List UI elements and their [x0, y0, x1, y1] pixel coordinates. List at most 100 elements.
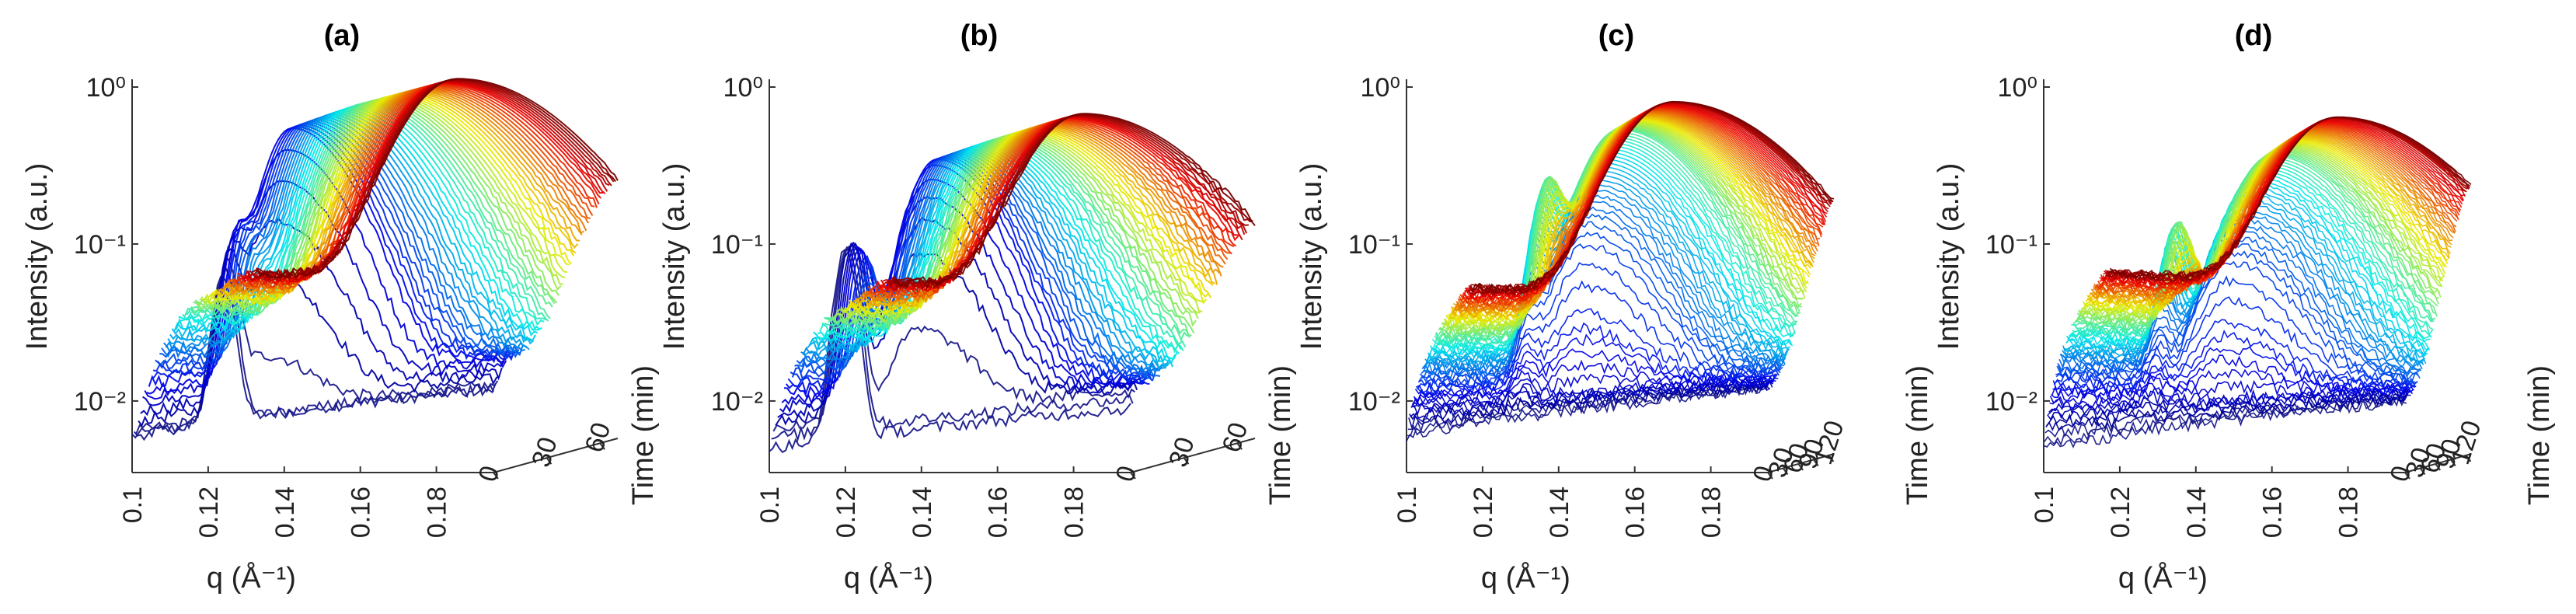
panel-title: (c) — [1598, 19, 1634, 52]
x-tick-label: 0.16 — [2258, 487, 2288, 538]
x-tick-label: 0.14 — [2182, 487, 2212, 538]
time-tick — [2435, 463, 2442, 471]
y-tick-label: 10⁰ — [723, 73, 763, 103]
time-tick-label: 30 — [1163, 434, 1201, 471]
time-tick — [2465, 455, 2472, 462]
time-tick-label: 120 — [2445, 417, 2487, 469]
y-axis-label: Intensity (a.u.) — [1933, 163, 1965, 351]
x-axis-label: q (Å⁻¹) — [207, 560, 296, 595]
time-axis-line — [1130, 438, 1256, 473]
spectrum-curve — [1426, 174, 1789, 365]
time-tick-label: 30 — [526, 434, 563, 471]
time-tick — [1183, 457, 1190, 465]
spectrum-curve — [2048, 388, 2410, 415]
time-tick — [493, 472, 499, 480]
time-tick — [546, 457, 552, 465]
x-tick-label: 0.16 — [984, 487, 1013, 538]
y-axis-label: Intensity (a.u.) — [21, 163, 54, 351]
x-axis-label: q (Å⁻¹) — [2118, 560, 2208, 595]
time-tick-label: 120 — [1808, 417, 1850, 469]
x-tick-label: 0.16 — [1621, 487, 1651, 538]
y-tick-label: 10⁰ — [1361, 73, 1400, 103]
x-axis-label: q (Å⁻¹) — [844, 560, 933, 595]
spectrum-curve — [256, 78, 619, 279]
time-axis-line — [493, 438, 619, 473]
time-tick-label: 60 — [580, 419, 617, 456]
x-tick-label: 0.18 — [1060, 487, 1089, 538]
x-tick-label: 0.18 — [1697, 487, 1727, 538]
y-tick-label: 10⁻² — [711, 387, 763, 417]
time-tick — [2419, 467, 2426, 476]
spectrum-curve — [224, 88, 587, 295]
panel-title: (a) — [324, 19, 360, 52]
time-tick — [2450, 459, 2456, 466]
time-tick-label: 0 — [1110, 462, 1142, 486]
x-tick-label: 0.1 — [118, 487, 148, 523]
time-tick-label: 0 — [472, 462, 505, 486]
y-axis-label: Intensity (a.u.) — [1295, 163, 1328, 351]
time-tick — [1130, 472, 1136, 480]
y-tick-label: 10⁰ — [1998, 73, 2037, 103]
spectrum-curve — [1416, 308, 1779, 393]
spectrum-curve — [771, 246, 1134, 443]
y-tick-label: 10⁻¹ — [711, 230, 763, 260]
spectrum-curve — [791, 155, 1155, 382]
x-tick-label: 0.12 — [1469, 487, 1498, 538]
time-tick — [1236, 442, 1243, 450]
y-tick-label: 10⁻² — [74, 387, 126, 417]
spectrum-curve — [2109, 116, 2472, 282]
spectrum-curve — [155, 121, 518, 370]
spectrum-curve — [228, 86, 591, 291]
x-tick-label: 0.12 — [2106, 487, 2135, 538]
spectrum-curve — [135, 257, 499, 434]
spectrum-curve — [1408, 380, 1771, 431]
time-tick — [1797, 463, 1804, 471]
time-tick — [599, 442, 605, 450]
time-axis-label: Time (min) — [1264, 365, 1297, 505]
spectrum-curve — [220, 89, 583, 297]
y-tick-label: 10⁻¹ — [1348, 230, 1400, 260]
spectrum-curve — [230, 85, 594, 289]
spectrum-curve — [2044, 391, 2407, 438]
x-tick-label: 0.14 — [1545, 487, 1574, 538]
x-axis-label: q (Å⁻¹) — [1481, 560, 1570, 595]
time-axis-line — [1767, 453, 1835, 473]
x-tick-label: 0.1 — [755, 487, 785, 523]
panel-a: (a) 0.1 0.12 0.14 0.16 0.18 10⁻² 10⁻¹ 10⁰ 0 30 60 q … — [21, 19, 619, 595]
y-tick-label: 10⁻² — [1985, 387, 2037, 417]
x-tick-label: 0.18 — [423, 487, 452, 538]
spectrum-curve — [1422, 201, 1785, 376]
spectrum-curve — [2049, 379, 2412, 406]
time-axis-line — [2404, 453, 2472, 473]
x-tick-label: 0.16 — [347, 487, 376, 538]
time-tick — [1813, 459, 1819, 466]
x-tick-label: 0.14 — [908, 487, 937, 538]
time-tick — [1782, 467, 1789, 476]
spectrum-curve — [2051, 368, 2414, 403]
y-tick-label: 10⁻¹ — [1985, 230, 2037, 260]
panel-d: (d)0.1 0.12 0.14 0.16 0.1810⁻²10⁻¹10⁰0306090… — [1901, 19, 2487, 595]
spectrum-curve — [1417, 262, 1780, 387]
x-tick-label: 0.12 — [194, 487, 224, 538]
time-axis-label: Time (min) — [627, 365, 660, 505]
spectrum-curve — [2049, 385, 2411, 410]
time-tick-label: 60 — [1217, 419, 1254, 456]
spectrum-curve — [146, 127, 509, 395]
spectrum-curve — [138, 248, 500, 427]
panel-b: (b) 0.1 0.12 0.14 0.16 0.18 10⁻² 10⁻¹ 10⁰ 0 30 60 q … — [627, 19, 1256, 595]
panel-c: (c)0.1 0.12 0.14 0.16 0.1810⁻²10⁻¹10⁰0306090… — [1264, 19, 1850, 595]
spectrum-curve — [2047, 389, 2410, 422]
y-tick-label: 10⁻¹ — [74, 230, 126, 260]
x-tick-label: 0.1 — [2030, 487, 2059, 523]
y-axis-label: Intensity (a.u.) — [658, 163, 691, 351]
spectrum-curve — [1423, 194, 1786, 372]
y-tick-label: 10⁻² — [1348, 387, 1400, 417]
x-tick-label: 0.14 — [270, 487, 300, 538]
time-tick — [1828, 455, 1835, 462]
x-tick-label: 0.18 — [2334, 487, 2364, 538]
spectrum-curve — [1407, 381, 1770, 433]
spectrum-curve — [1472, 100, 1835, 294]
x-tick-label: 0.1 — [1393, 487, 1422, 523]
